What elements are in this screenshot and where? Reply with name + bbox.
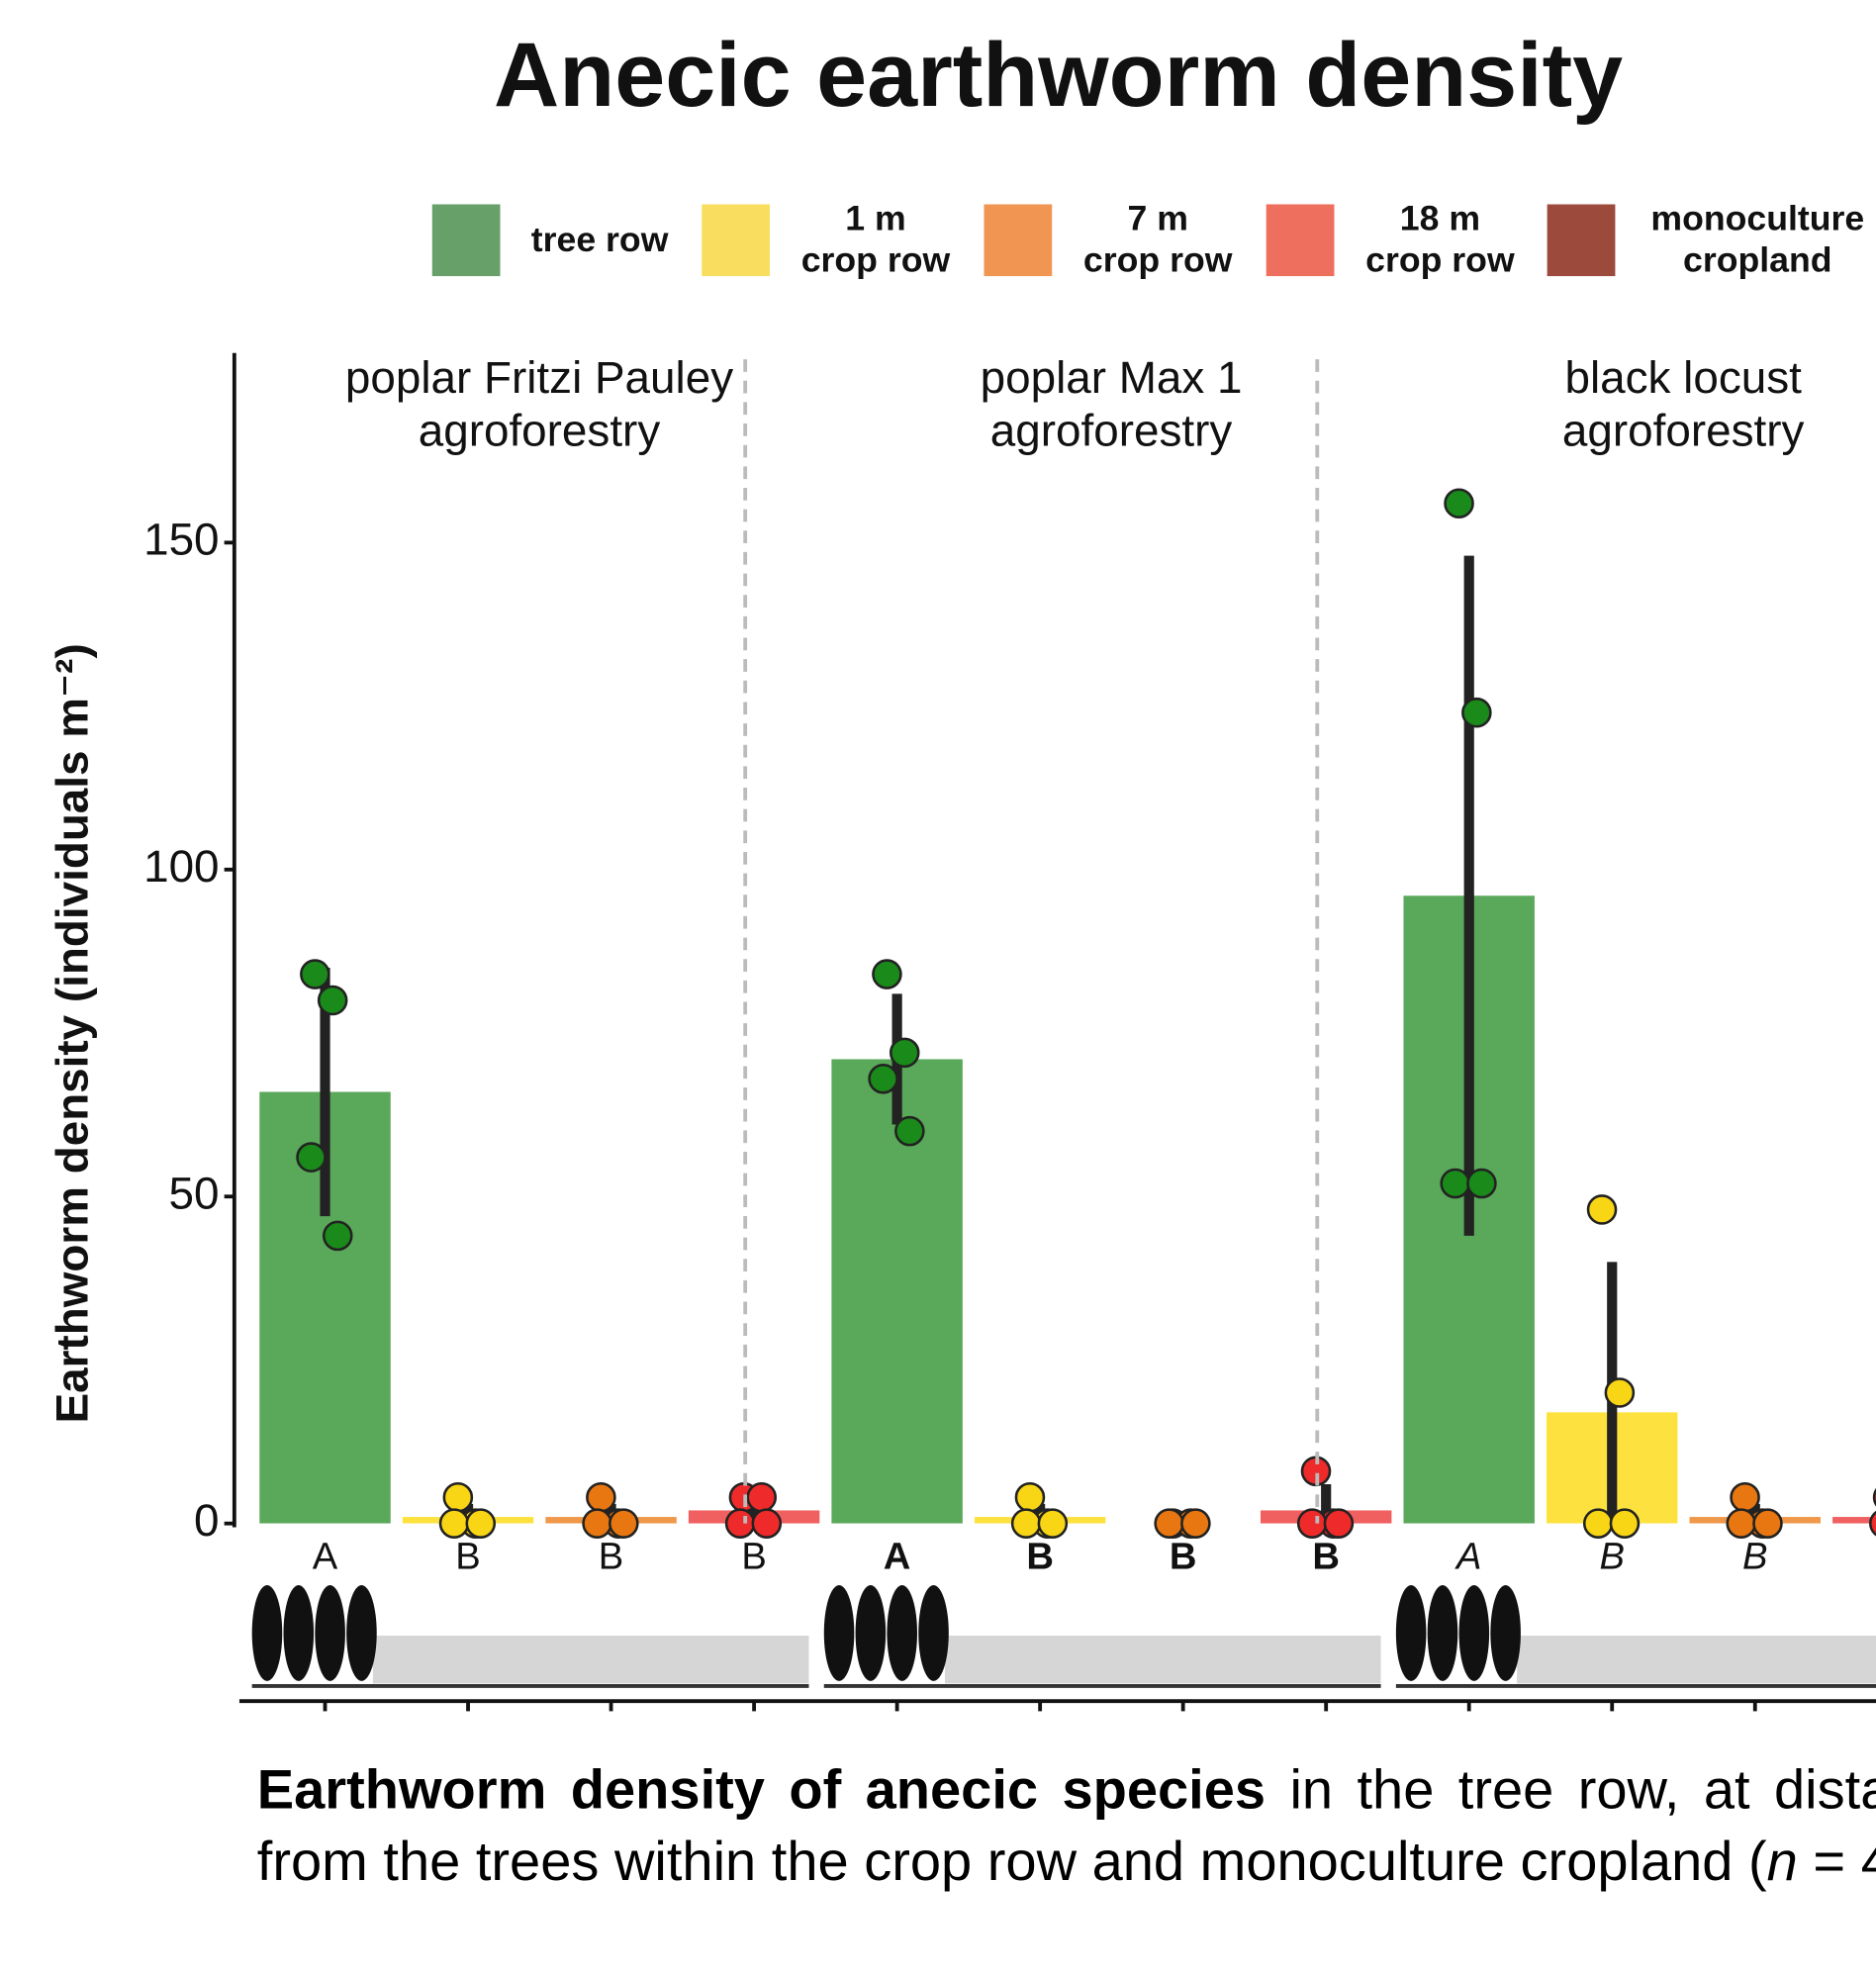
tree-icon — [283, 1585, 315, 1681]
data-point — [1582, 1508, 1614, 1539]
data-point — [296, 1142, 327, 1173]
data-point — [1037, 1508, 1069, 1539]
data-point — [1726, 1508, 1757, 1539]
data-point — [1180, 1508, 1211, 1539]
data-point — [1323, 1508, 1355, 1539]
data-point — [1586, 1194, 1618, 1225]
data-point — [465, 1508, 497, 1539]
panel-title: poplar Max 1 — [981, 352, 1243, 403]
data-point — [746, 1481, 778, 1513]
crop-icon — [372, 1635, 809, 1684]
data-point — [1752, 1508, 1783, 1539]
data-point — [1440, 1168, 1470, 1199]
group-letter: A — [884, 1535, 911, 1577]
legend-label: 18 m — [1400, 198, 1480, 237]
group-letter: B — [599, 1535, 623, 1577]
data-point — [1014, 1481, 1046, 1513]
panel-title: agroforestry — [1562, 405, 1805, 455]
caption-body: in the tree row, at distances from the t… — [256, 1758, 1876, 1893]
chart-title: Anecic earthworm density — [494, 25, 1623, 126]
tree-icon — [823, 1585, 855, 1681]
data-point — [1609, 1508, 1641, 1539]
caption-text: Earthworm density of anecic species in t… — [257, 1754, 1876, 1898]
group-letter: B — [1312, 1535, 1340, 1577]
y-tick-label: 100 — [143, 841, 219, 892]
y-tick-label: 0 — [194, 1495, 220, 1546]
panel-title: black locust — [1564, 352, 1802, 403]
tree-icon — [1490, 1585, 1521, 1681]
data-point — [1604, 1377, 1636, 1408]
y-axis-label: Earthworm density (individuals m⁻²) — [47, 643, 98, 1423]
caption: Earthworm density of anecic species in t… — [257, 1754, 1876, 1898]
tree-icon — [346, 1585, 377, 1681]
group-letter: B — [741, 1535, 766, 1577]
group-letter: B — [455, 1535, 480, 1577]
data-point — [300, 959, 330, 989]
data-point — [894, 1115, 925, 1147]
legend-label: crop row — [801, 239, 951, 279]
data-point — [317, 985, 348, 1016]
panel-title: agroforestry — [419, 405, 661, 455]
tree-icon — [887, 1585, 917, 1681]
data-point — [1010, 1508, 1042, 1539]
legend-label: 1 m — [845, 198, 905, 237]
group-letter: B — [1026, 1535, 1054, 1577]
data-point — [889, 1037, 920, 1069]
legend-label: crop row — [1083, 239, 1233, 279]
legend-label: tree row — [531, 220, 669, 259]
data-point — [1154, 1508, 1184, 1539]
legend-label: 7 m — [1127, 198, 1187, 237]
data-point — [1461, 697, 1492, 728]
caption-end: = 4). — [1813, 1831, 1876, 1893]
data-point — [751, 1508, 783, 1539]
data-point — [724, 1508, 756, 1539]
panel-title: poplar Fritzi Pauley — [345, 352, 733, 403]
group-letter: B — [1742, 1535, 1767, 1577]
plot-area — [259, 555, 1876, 1524]
data-point — [1296, 1508, 1328, 1539]
y-tick-label: 50 — [169, 1168, 220, 1218]
data-point — [609, 1508, 639, 1539]
legend-label: cropland — [1683, 239, 1832, 279]
legend-swatch — [1547, 204, 1616, 277]
tree-icon — [251, 1585, 283, 1681]
tree-icon — [1395, 1585, 1427, 1681]
legend-swatch — [1266, 204, 1335, 277]
data-point — [442, 1481, 474, 1513]
caption-bold: Earthworm density of anecic species — [256, 1758, 1266, 1822]
group-letter: B — [1170, 1535, 1197, 1577]
data-point — [582, 1508, 612, 1539]
data-point — [322, 1220, 353, 1252]
data-point — [1444, 488, 1474, 519]
legend-label: monoculture — [1650, 198, 1864, 237]
tree-icon — [315, 1585, 345, 1681]
data-point — [1730, 1481, 1760, 1513]
crop-icon — [1517, 1635, 1876, 1684]
legend-swatch — [984, 204, 1053, 277]
data-point — [438, 1508, 470, 1539]
data-point — [872, 959, 902, 989]
group-letter: A — [1454, 1535, 1481, 1577]
tree-icon — [1427, 1585, 1458, 1681]
data-point — [868, 1064, 898, 1094]
legend-label: crop row — [1365, 239, 1515, 279]
group-letter: A — [313, 1535, 338, 1577]
tree-icon — [918, 1585, 949, 1681]
tree-icon — [855, 1585, 887, 1681]
tree-icon — [1458, 1585, 1490, 1681]
data-point — [586, 1481, 616, 1513]
legend-swatch — [702, 204, 771, 277]
crop-icon — [945, 1635, 1381, 1684]
data-point — [1466, 1168, 1497, 1199]
group-letter: B — [1599, 1535, 1624, 1577]
legend-swatch — [431, 204, 501, 277]
y-tick-label: 150 — [143, 514, 219, 564]
panel-title: agroforestry — [990, 405, 1233, 455]
bar — [1832, 1517, 1876, 1524]
data-point — [1869, 1510, 1876, 1537]
caption-italic: n — [1766, 1831, 1798, 1893]
